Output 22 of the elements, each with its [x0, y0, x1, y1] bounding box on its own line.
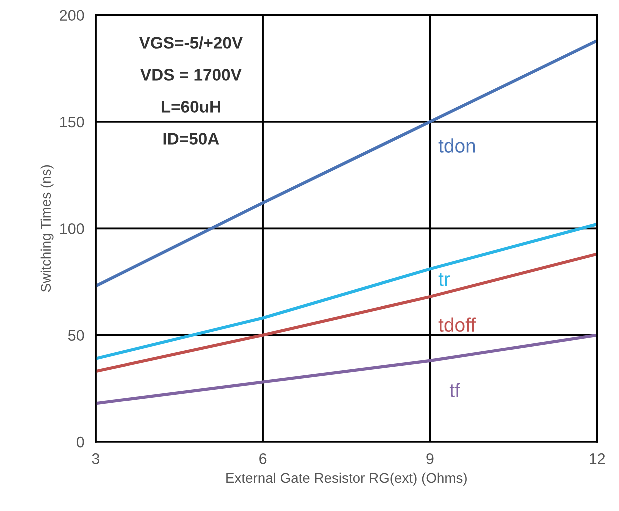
series-label: tr	[438, 274, 450, 286]
x-tick-label: 9	[426, 454, 434, 464]
y-tick-label: 50	[68, 330, 84, 342]
x-tick-label: 3	[92, 454, 100, 464]
x-tick-label: 6	[260, 454, 267, 464]
x-axis-title: External Gate Resistor RG(ext) (Ohms)	[226, 472, 467, 486]
line-series	[96, 334, 598, 406]
y-tick-label: 150	[60, 116, 84, 128]
x-tick-label: 12	[590, 454, 606, 464]
series-label: tf	[450, 383, 460, 398]
line-series	[96, 252, 598, 374]
y-tick-label: 200	[60, 10, 84, 22]
line-series	[96, 222, 598, 360]
annotation: ID=50A	[164, 133, 220, 145]
series-label: tdon	[438, 138, 476, 153]
y-axis-title: Switching Times (ns)	[40, 165, 54, 292]
series-label: tdoff	[438, 318, 476, 332]
y-tick-label: 0	[76, 436, 84, 448]
annotation: L=60uH	[162, 101, 220, 113]
annotation: VGS=-5/+20V	[139, 36, 243, 50]
annotation: VDS = 1700V	[140, 69, 242, 81]
y-tick-label: 100	[60, 224, 84, 234]
